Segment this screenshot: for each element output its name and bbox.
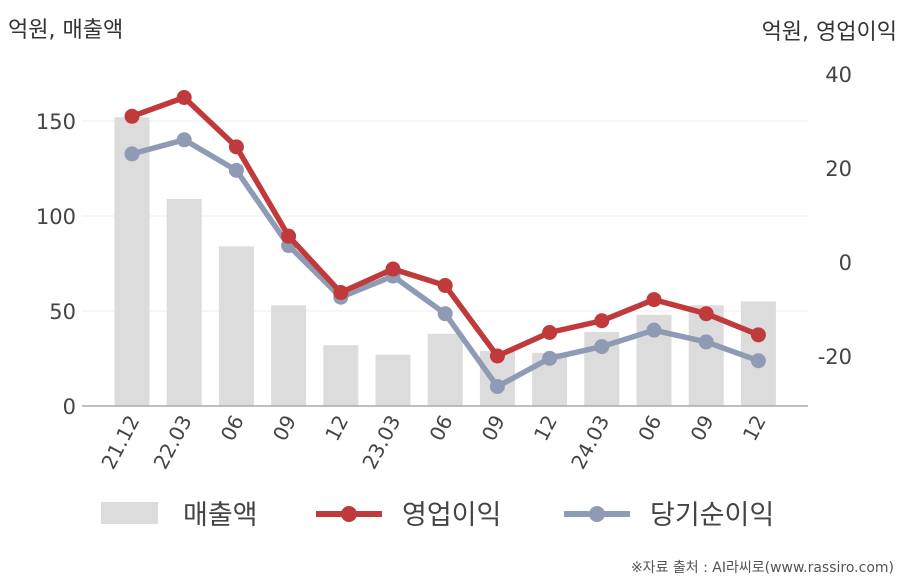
bar-revenue — [114, 117, 150, 406]
legend-marker-operating-profit — [341, 506, 357, 522]
point-net-income — [750, 353, 766, 369]
left-tick-label: 150 — [36, 110, 76, 134]
point-operating-profit — [124, 108, 140, 124]
point-operating-profit — [281, 228, 297, 244]
x-tick-label: 22.03 — [149, 411, 197, 473]
left-tick-label: 100 — [36, 205, 76, 229]
line-series — [124, 90, 766, 395]
bar-revenue — [271, 305, 307, 406]
right-tick-label: 40 — [825, 63, 852, 87]
bar-revenue — [218, 246, 254, 406]
point-net-income — [437, 306, 453, 322]
left-axis-title: 억원, 매출액 — [8, 18, 123, 43]
x-tick-label: 09 — [685, 411, 718, 445]
x-tick-label: 06 — [424, 411, 457, 445]
bar-revenue — [427, 333, 463, 406]
left-tick-label: 50 — [49, 300, 76, 324]
point-net-income — [698, 334, 714, 350]
left-axis-ticks: 0 50 100 150 — [36, 110, 76, 419]
point-operating-profit — [594, 313, 610, 329]
legend: 매출액 영업이익 당기순이익 — [101, 500, 774, 531]
legend-label-operating-profit: 영업이익 — [402, 500, 501, 531]
legend-label-revenue: 매출액 — [183, 500, 258, 531]
point-operating-profit — [176, 90, 192, 105]
point-operating-profit — [542, 325, 558, 340]
point-operating-profit — [698, 306, 714, 322]
point-operating-profit — [489, 348, 505, 364]
left-tick-label: 0 — [63, 395, 76, 419]
point-operating-profit — [333, 285, 349, 301]
point-operating-profit — [437, 278, 453, 293]
x-tick-label: 24.03 — [566, 411, 614, 473]
point-net-income — [646, 322, 662, 338]
x-tick-label: 09 — [477, 411, 510, 445]
bar-revenue — [375, 354, 411, 406]
bar-revenue — [323, 345, 359, 406]
point-operating-profit — [385, 261, 401, 277]
x-tick-label: 21.12 — [96, 411, 144, 473]
x-tick-label: 12 — [738, 411, 771, 445]
right-axis-ticks: 40 20 0 -20 — [818, 63, 852, 369]
point-net-income — [489, 379, 505, 395]
right-tick-label: 20 — [825, 157, 852, 181]
right-tick-label: 0 — [839, 251, 852, 275]
point-net-income — [594, 339, 610, 355]
x-axis-ticks: 21.12 22.03 06 09 12 23.03 06 09 12 24.03 06 09 12 — [96, 411, 770, 473]
point-operating-profit — [228, 139, 244, 155]
point-net-income — [176, 132, 192, 148]
bar-revenue — [688, 305, 724, 406]
bar-series-revenue — [114, 117, 776, 406]
x-tick-label: 06 — [216, 411, 249, 445]
x-tick-label: 06 — [633, 411, 666, 445]
right-tick-label: -20 — [818, 345, 852, 369]
legend-swatch-revenue — [101, 502, 158, 524]
legend-marker-net-income — [589, 506, 605, 522]
x-tick-label: 12 — [529, 411, 562, 445]
source-note: ※자료 출처 : AI라씨로(www.rassiro.com) — [631, 560, 894, 576]
x-tick-label: 09 — [268, 411, 301, 445]
point-operating-profit — [646, 292, 662, 308]
point-net-income — [542, 350, 558, 366]
x-tick-label: 12 — [320, 411, 353, 445]
point-net-income — [228, 162, 244, 178]
point-operating-profit — [750, 327, 766, 343]
point-net-income — [124, 146, 140, 162]
legend-label-net-income: 당기순이익 — [650, 500, 774, 531]
right-axis-title: 억원, 영업이익 — [762, 20, 897, 45]
bar-revenue — [166, 198, 202, 406]
x-tick-label: 23.03 — [357, 411, 405, 473]
